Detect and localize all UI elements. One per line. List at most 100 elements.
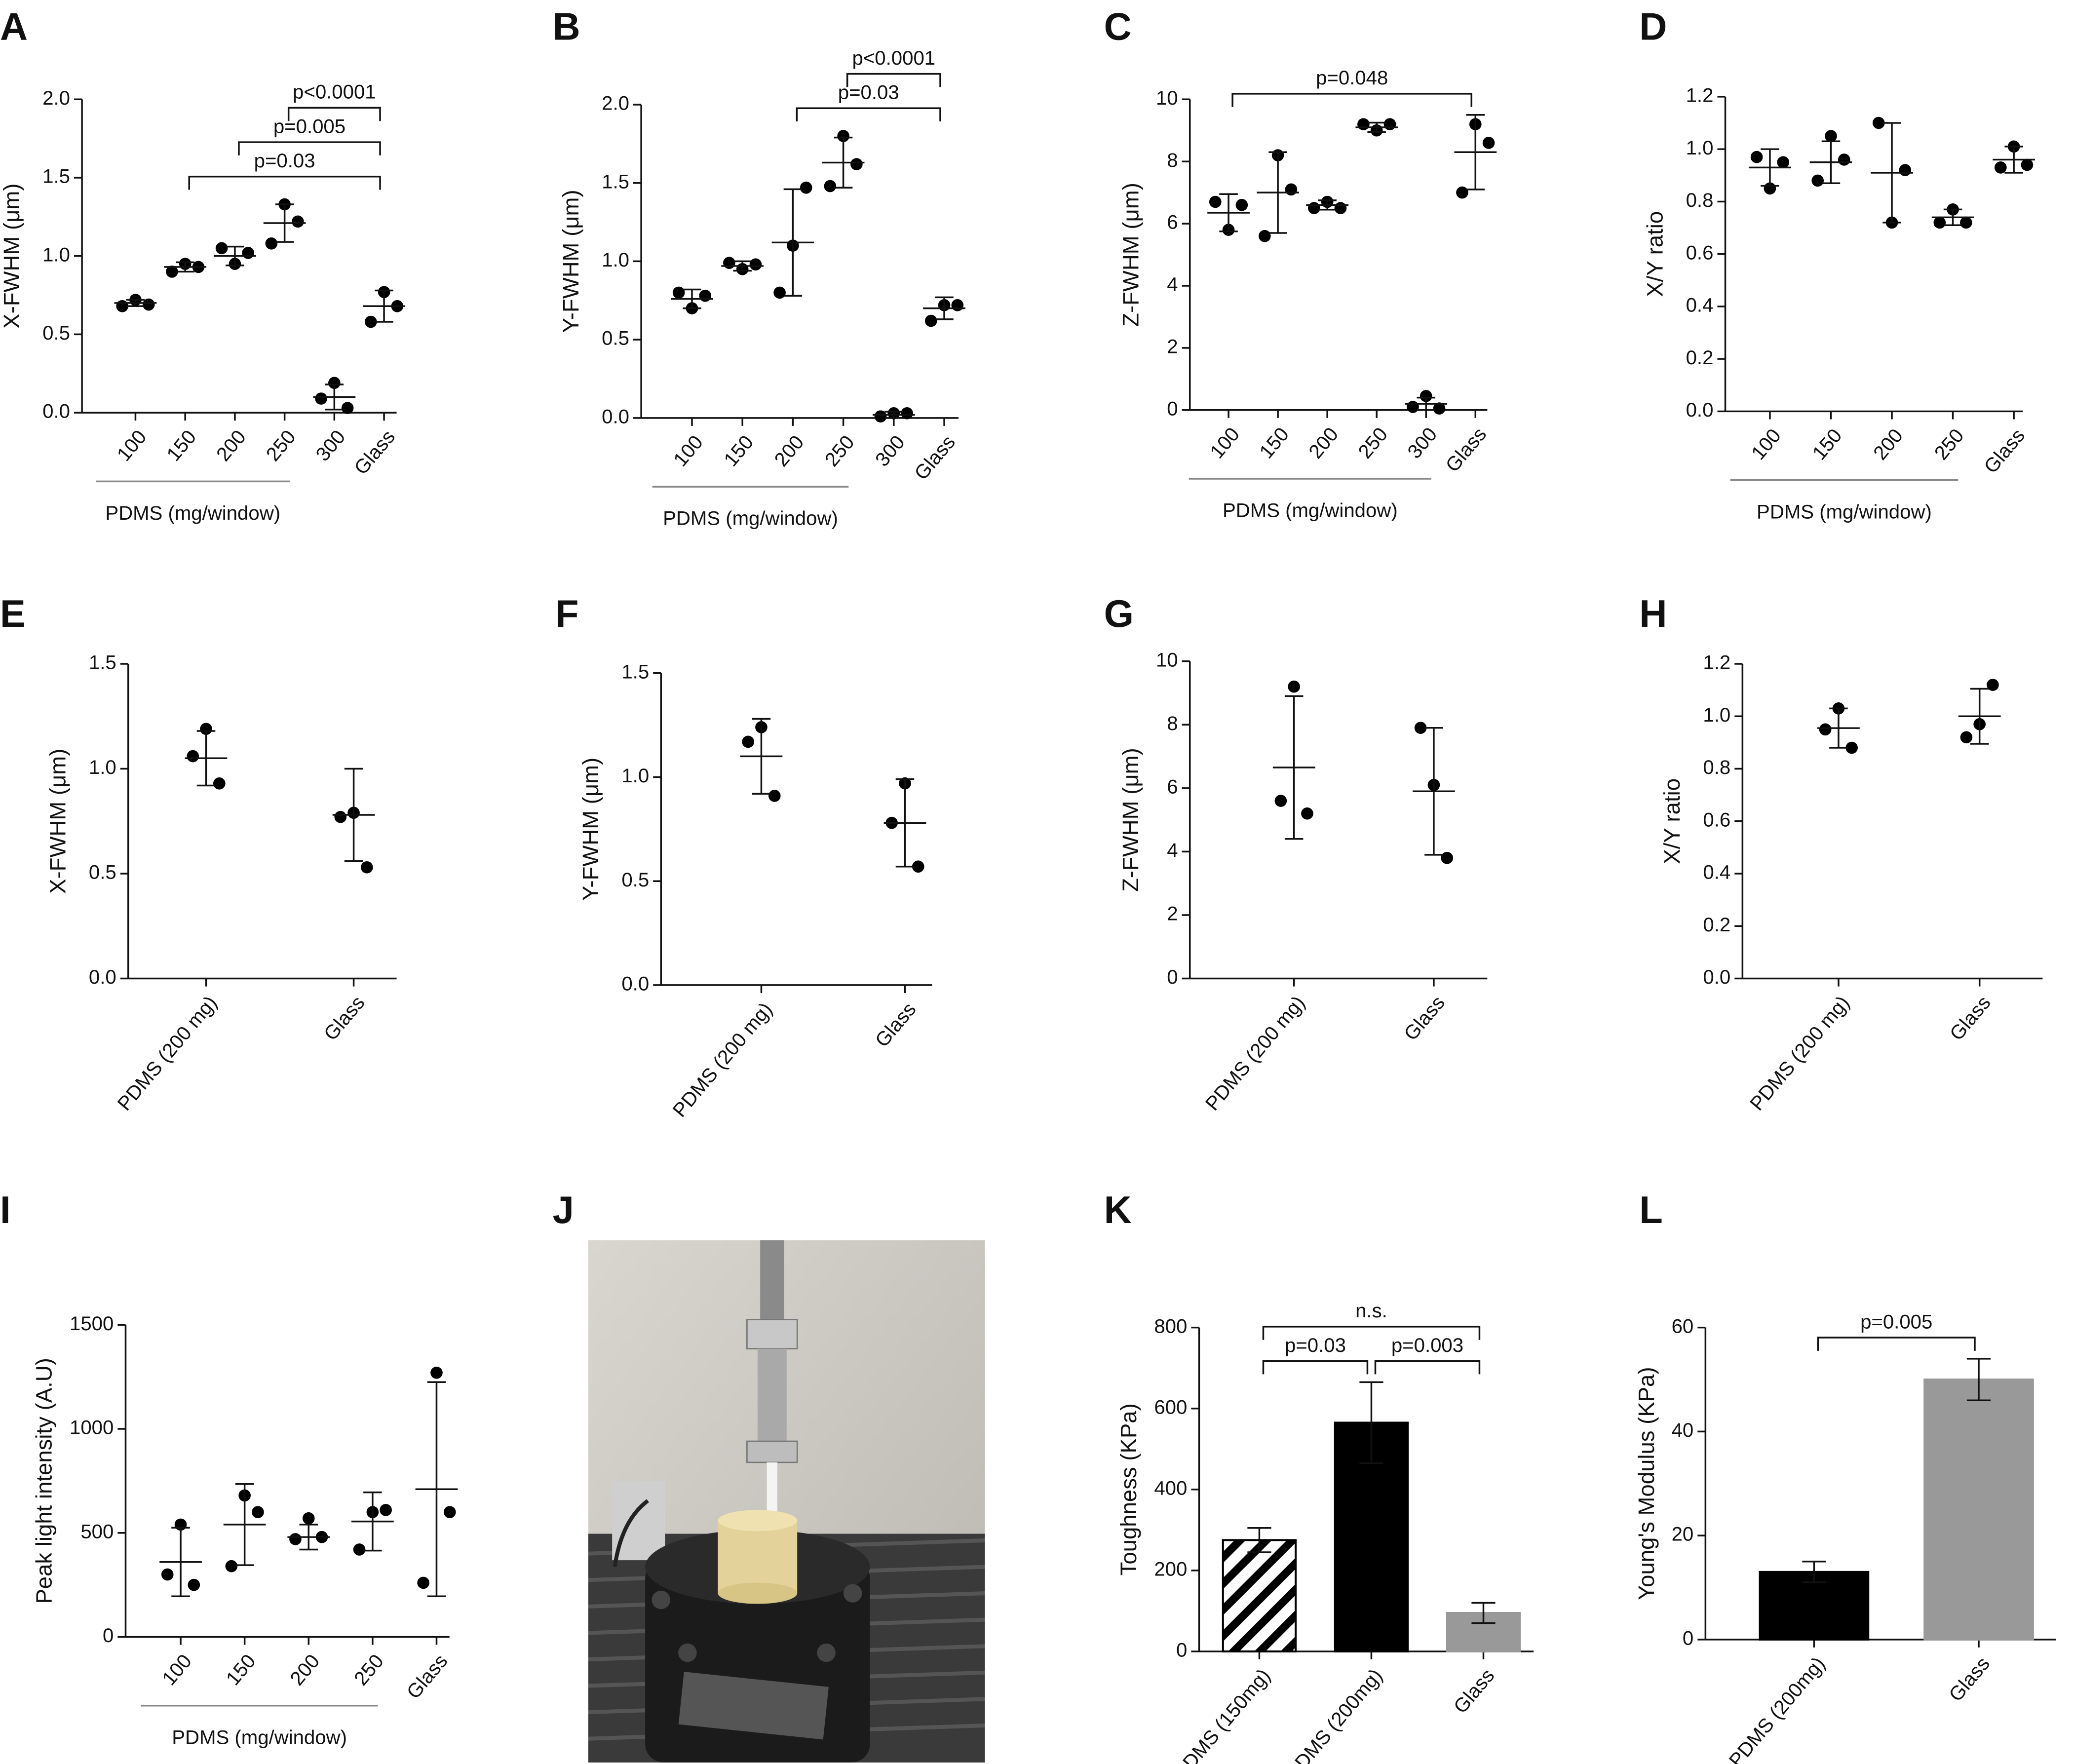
significance-label: p=0.003 <box>1391 1334 1463 1356</box>
data-point <box>773 286 786 299</box>
data-point <box>188 1578 200 1591</box>
y-tick-label: 0.4 <box>1686 294 1714 316</box>
x-tick-label: 250 <box>1354 423 1392 462</box>
data-point <box>1995 161 2007 174</box>
group-label: PDMS (mg/window) <box>105 502 280 524</box>
y-tick-label: 1.0 <box>89 756 116 778</box>
data-point <box>2021 158 2034 171</box>
y-axis-title: Y-FWHM (μm) <box>578 758 603 901</box>
panel-letter: E <box>0 593 26 635</box>
y-tick-label: 0.4 <box>1703 861 1730 883</box>
x-tick-label: 200 <box>212 426 250 465</box>
error-bar <box>171 1527 190 1598</box>
panel-letter: B <box>553 6 580 48</box>
error-bar <box>1966 1358 1991 1401</box>
data-point <box>302 1512 315 1525</box>
error-bar <box>1284 695 1304 840</box>
error-bar <box>1247 1527 1271 1553</box>
data-point <box>215 242 228 255</box>
y-tick-label: 0.2 <box>1686 346 1714 369</box>
data-point <box>213 777 226 790</box>
y-tick-label: 500 <box>80 1520 114 1542</box>
significance-label: p<0.0001 <box>293 81 376 103</box>
y-tick-label: 1.0 <box>602 249 629 271</box>
data-point <box>1441 851 1454 864</box>
error-bar <box>363 1491 382 1552</box>
y-tick-label: 1.0 <box>1703 704 1730 726</box>
y-axis-title: Peak light intensity (A.U) <box>31 1358 56 1604</box>
error-bar <box>126 299 145 307</box>
significance-label: p=0.048 <box>1316 67 1388 89</box>
significance-bracket <box>1374 1360 1481 1375</box>
group-label: PDMS (mg/window) <box>1757 500 1932 523</box>
panel-letter: K <box>1104 1189 1132 1231</box>
error-bar <box>752 718 771 795</box>
x-tick-label: PDMS (200 mg) <box>1201 992 1309 1114</box>
y-tick-label: 10 <box>1156 649 1178 671</box>
error-bar <box>375 289 393 323</box>
x-tick-label: PDMS (200 mg) <box>668 998 777 1121</box>
data-point <box>1777 156 1790 169</box>
y-tick-label: 1.0 <box>42 243 70 266</box>
y-tick-label: 0.5 <box>602 327 629 349</box>
data-point <box>874 410 887 422</box>
data-point <box>699 289 712 302</box>
y-tick-label: 60 <box>1672 1315 1694 1337</box>
data-point <box>417 1576 430 1589</box>
data-point <box>723 257 735 269</box>
error-bar <box>427 1381 446 1598</box>
data-point <box>225 1560 238 1572</box>
error-bar <box>1268 151 1287 234</box>
error-bar <box>1219 193 1238 232</box>
data-point <box>252 1506 264 1518</box>
significance-bracket <box>1262 1360 1369 1375</box>
data-point <box>315 392 327 405</box>
data-point <box>1933 216 1946 229</box>
data-point <box>1960 731 1973 744</box>
significance-label: p=0.03 <box>1285 1334 1346 1356</box>
y-axis-title: X/Y ratio <box>1659 778 1685 864</box>
data-point <box>292 215 304 228</box>
data-point <box>912 860 924 873</box>
error-bar <box>176 261 194 273</box>
error-bar <box>1761 148 1779 187</box>
y-tick-label: 10 <box>1156 87 1178 109</box>
error-bar <box>1943 208 1962 226</box>
error-bar <box>1882 122 1901 224</box>
error-bar <box>683 288 701 309</box>
y-tick-label: 0.2 <box>1703 914 1730 936</box>
y-tick-label: 0.5 <box>621 869 649 891</box>
y-axis-title: X-FWHM (μm) <box>45 749 71 894</box>
y-tick-label: 800 <box>1154 1315 1187 1337</box>
x-tick-label: 200 <box>770 431 808 470</box>
significance-bracket <box>846 73 941 87</box>
significance-label: p=0.03 <box>254 150 315 172</box>
y-axis-title: X-FWHM (μm) <box>0 184 24 329</box>
significance-label: p=0.005 <box>1860 1310 1932 1333</box>
y-axis-title: Toughness (KPa) <box>1116 1403 1141 1575</box>
y-tick-label: 4 <box>1167 273 1178 296</box>
significance-label: p<0.0001 <box>852 47 936 69</box>
y-tick-label: 2 <box>1167 335 1178 357</box>
x-tick-label: 100 <box>158 1650 196 1689</box>
x-tick-label: 150 <box>1808 424 1846 464</box>
significance-bracket <box>188 175 381 190</box>
error-bar <box>1318 199 1337 211</box>
data-point <box>924 314 937 327</box>
error-bar <box>733 260 752 272</box>
x-tick-label: 150 <box>162 426 201 465</box>
data-point <box>380 1504 392 1516</box>
y-tick-label: 1500 <box>70 1312 114 1335</box>
data-point <box>1750 151 1763 163</box>
x-tick-label: Glass <box>319 992 369 1045</box>
error-bar <box>235 1483 254 1566</box>
y-tick-label: 1.5 <box>602 170 629 192</box>
data-point <box>1960 216 1972 229</box>
data-point <box>353 1543 366 1556</box>
data-point <box>200 723 212 735</box>
significance-label: p=0.005 <box>273 115 346 137</box>
group-label: PDMS (mg/window) <box>663 507 838 530</box>
error-bar <box>1367 121 1386 133</box>
x-tick-label: 150 <box>1255 423 1294 462</box>
y-tick-label: 2.0 <box>42 87 70 109</box>
